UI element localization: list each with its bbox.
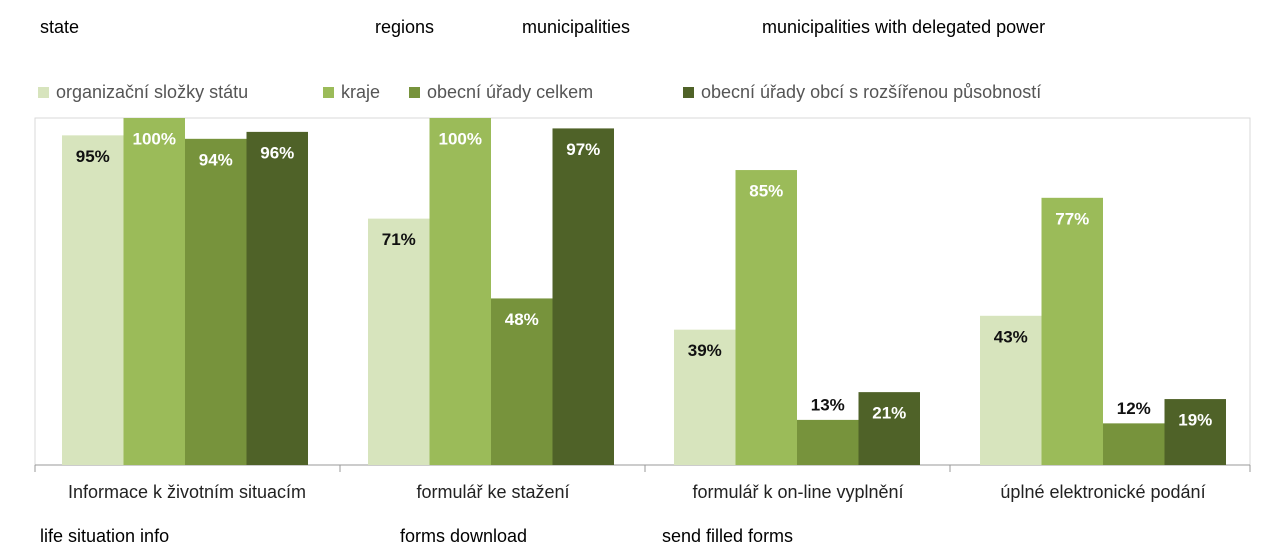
annotation: forms download xyxy=(400,526,527,546)
legend-label: obecní úřady obcí s rozšířenou působnost… xyxy=(701,82,1041,102)
legend-swatch xyxy=(409,87,420,98)
data-label: 95% xyxy=(76,147,110,166)
data-label: 13% xyxy=(811,395,845,414)
bar xyxy=(246,131,308,465)
x-tick-label: formulář k on-line vyplnění xyxy=(692,482,903,502)
bar xyxy=(1103,423,1165,465)
bar xyxy=(1041,197,1103,465)
legend-label: organizační složky státu xyxy=(56,82,248,102)
data-label: 94% xyxy=(199,150,233,169)
data-label: 100% xyxy=(439,129,482,148)
bar xyxy=(735,170,797,466)
bar xyxy=(185,138,247,465)
data-label: 77% xyxy=(1055,209,1089,228)
data-label: 97% xyxy=(566,140,600,159)
x-tick-label: úplné elektronické podání xyxy=(1000,482,1205,502)
bar xyxy=(429,118,491,465)
annotation: state xyxy=(40,17,79,37)
legend-label: kraje xyxy=(341,82,380,102)
legend-swatch xyxy=(683,87,694,98)
annotation: life situation info xyxy=(40,526,169,546)
bar xyxy=(123,118,185,465)
bar xyxy=(491,298,553,465)
data-label: 21% xyxy=(872,404,906,423)
annotation: send filled forms xyxy=(662,526,793,546)
annotation: municipalities xyxy=(522,17,630,37)
x-tick-label: Informace k životním situacím xyxy=(68,482,306,502)
data-label: 85% xyxy=(749,182,783,201)
legend-swatch xyxy=(38,87,49,98)
bar xyxy=(552,128,614,465)
legend-label: obecní úřady celkem xyxy=(427,82,593,102)
data-label: 96% xyxy=(260,143,294,162)
x-tick-label: formulář ke stažení xyxy=(416,482,569,502)
data-label: 100% xyxy=(133,129,176,148)
bar xyxy=(368,218,430,465)
data-label: 71% xyxy=(382,230,416,249)
data-label: 39% xyxy=(688,341,722,360)
bar xyxy=(797,419,859,465)
data-label: 43% xyxy=(994,327,1028,346)
bar xyxy=(980,315,1042,465)
annotation: regions xyxy=(375,17,434,37)
annotation: municipalities with delegated power xyxy=(762,17,1045,37)
bar xyxy=(674,329,736,465)
bar xyxy=(858,392,920,465)
legend-swatch xyxy=(323,87,334,98)
bar xyxy=(62,135,124,465)
bar xyxy=(1164,399,1226,465)
data-label: 48% xyxy=(505,310,539,329)
data-label: 19% xyxy=(1178,411,1212,430)
data-label: 12% xyxy=(1117,399,1151,418)
